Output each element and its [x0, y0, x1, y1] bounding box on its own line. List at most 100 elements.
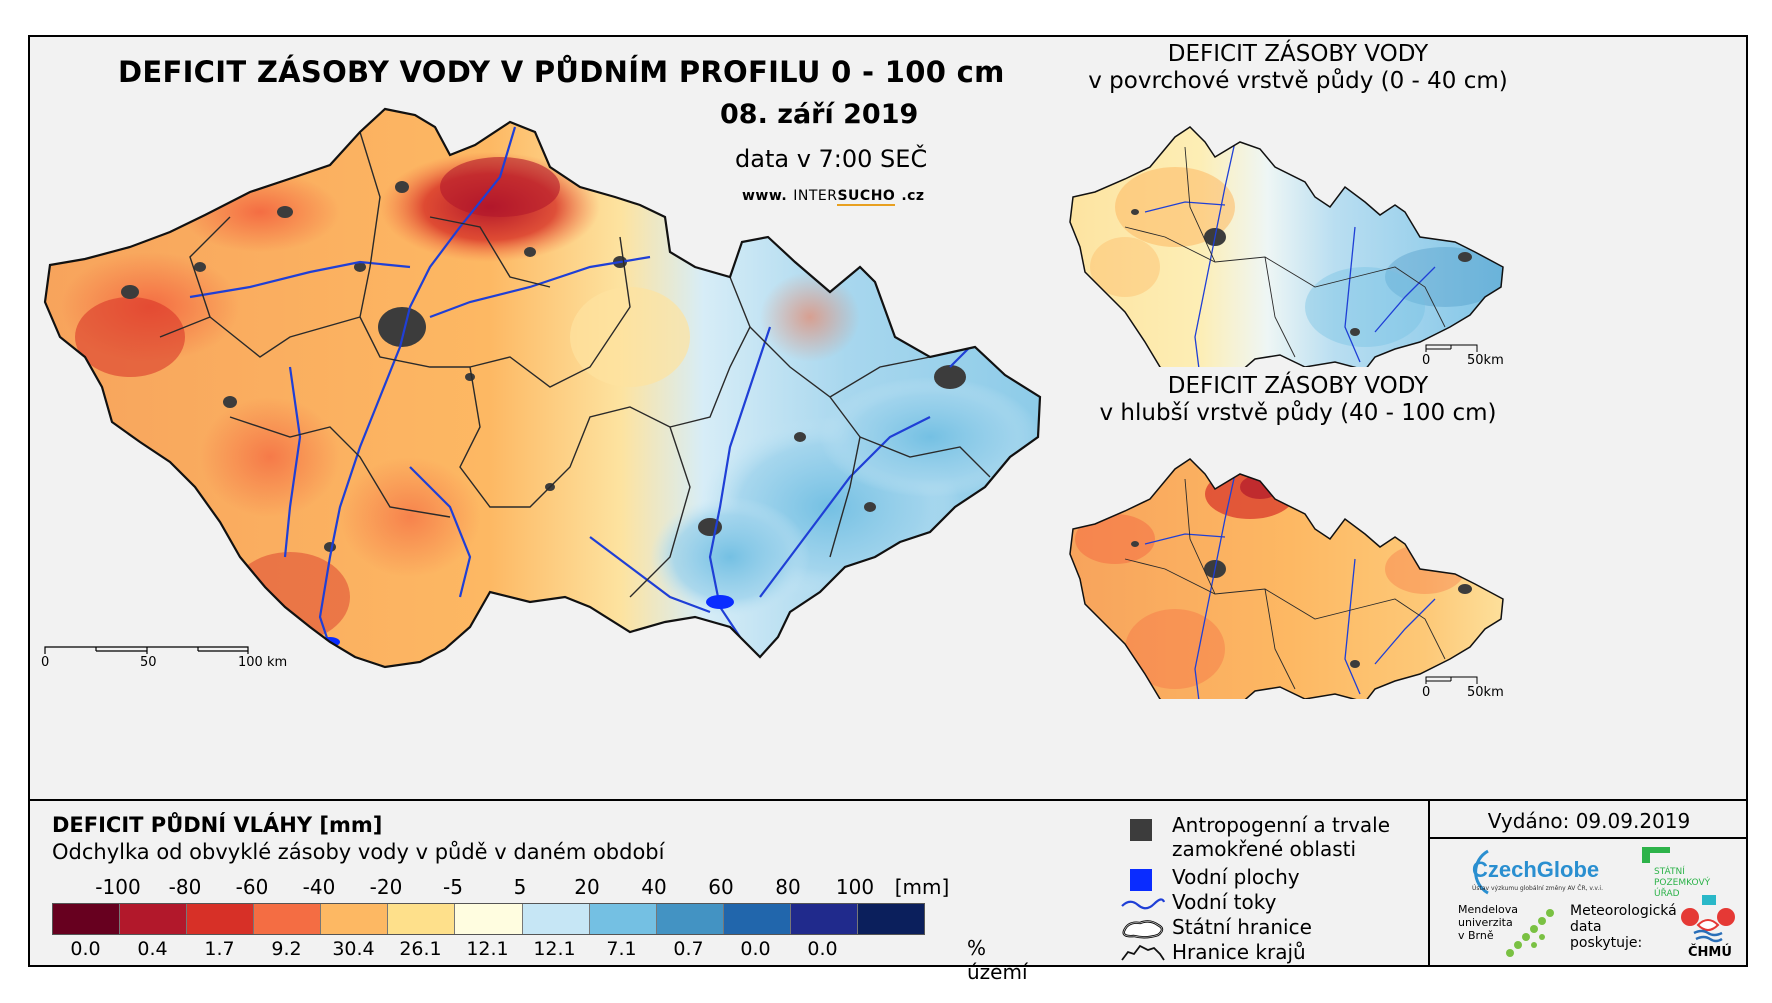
legend-title: DEFICIT PŮDNÍ VLÁHY [mm] — [52, 813, 383, 837]
spu-mark-icon — [1642, 847, 1670, 863]
web-cz: .cz — [901, 188, 925, 204]
legend-percentages: 0.0 0.4 1.7 9.2 30.4 26.1 12.1 12.1 7.1 … — [52, 936, 1027, 984]
mendelu-text-3: v Brně — [1458, 929, 1494, 942]
legend-swatch — [521, 904, 589, 934]
inset-bottom-scale-0: 0 — [1422, 685, 1431, 700]
urban-label-line2: zamokřené oblasti — [1172, 837, 1357, 861]
legend-pct: 0.7 — [673, 938, 704, 960]
water-swatch — [1130, 869, 1152, 891]
spu-text-2: POZEMKOVÝ — [1654, 878, 1711, 888]
legend-swatch — [722, 904, 790, 934]
footer-separator — [1428, 799, 1430, 967]
legend-tick: -60 — [235, 875, 269, 899]
legend-unit: [mm] — [894, 875, 950, 899]
chmu-logo: ČHMÚ — [1678, 895, 1738, 963]
issued-date: Vydáno: 09.09.2019 — [1487, 809, 1691, 833]
legend-tick: 80 — [775, 875, 801, 899]
legend-pct: 0.0 — [807, 938, 838, 960]
main-map-time: data v 7:00 SEČ — [735, 145, 928, 173]
inset-top-scale-0: 0 — [1422, 353, 1431, 368]
intersucho-link[interactable]: www. INTERSUCHO .cz — [742, 188, 925, 206]
spu-logo: STÁTNÍ POZEMKOVÝ ÚŘAD — [1640, 845, 1720, 901]
legend-swatch — [856, 904, 925, 934]
legend-tick: 20 — [574, 875, 600, 899]
chmu-name: ČHMÚ — [1688, 945, 1732, 960]
legend-swatch — [320, 904, 388, 934]
legend-pct: 12.1 — [533, 938, 576, 960]
mendelu-logo: Mendelova univerzita v Brně — [1458, 903, 1568, 963]
inset-top-scale-50: 50km — [1467, 353, 1504, 368]
main-scale-bar — [44, 646, 249, 654]
legend-swatch — [119, 904, 187, 934]
provider-line-2: data — [1570, 919, 1602, 935]
inset-bottom-title-line2: v hlubší vrstvě půdy (40 - 100 cm) — [1099, 400, 1497, 426]
legend-swatch — [387, 904, 455, 934]
main-scale-label-50: 50 — [140, 655, 157, 670]
urban-swatch — [1130, 819, 1152, 841]
legend-tick: 40 — [641, 875, 667, 899]
web-inter: INTER — [793, 188, 838, 204]
water-label: Vodní plochy — [1172, 865, 1300, 889]
legend-pct: 9.2 — [271, 938, 302, 960]
legend-swatch — [655, 904, 723, 934]
legend-pct-label: % území — [967, 936, 1028, 984]
chmu-mark-icon — [1681, 895, 1735, 943]
legend-pct: 1.7 — [204, 938, 235, 960]
legend-color-bar — [52, 903, 925, 935]
main-scale-label-0: 0 — [41, 655, 50, 670]
main-map-date: 08. září 2019 — [720, 99, 919, 130]
spu-text-1: STÁTNÍ — [1654, 867, 1685, 877]
inset-bottom-title-line1: DEFICIT ZÁSOBY VODY — [1167, 373, 1429, 399]
legend-swatch — [186, 904, 254, 934]
legend-tick: -20 — [369, 875, 403, 899]
inset-top-title-line1: DEFICIT ZÁSOBY VODY — [1167, 41, 1429, 67]
legend-pct: 7.1 — [606, 938, 637, 960]
legend-subtitle: Odchylka od obvyklé zásoby vody v půdě v… — [52, 840, 665, 864]
legend-tick: -40 — [302, 875, 336, 899]
issued-separator — [1428, 837, 1748, 839]
inset-bottom-map — [1069, 458, 1504, 699]
border-label: Státní hranice — [1172, 915, 1312, 939]
legend-separator — [30, 799, 1746, 801]
map-frame: DEFICIT ZÁSOBY VODY V PŮDNÍM PROFILU 0 -… — [28, 35, 1748, 984]
provider-line-3: poskytuje: — [1570, 935, 1643, 951]
web-prefix: www. — [742, 188, 788, 204]
legend-pct: 0.0 — [70, 938, 101, 960]
czechglobe-name: CzechGlobe — [1472, 857, 1600, 882]
provider-line-1: Meteorologická — [1570, 903, 1677, 919]
legend-swatch — [53, 904, 120, 934]
web-sucho: SUCHO — [837, 188, 896, 206]
inset-bottom-scale-50: 50km — [1467, 685, 1504, 700]
legend-pct: 0.4 — [137, 938, 168, 960]
river-line-icon — [1121, 898, 1166, 910]
czechglobe-arc-icon — [1474, 849, 1489, 895]
inset-bottom-title: DEFICIT ZÁSOBY VODY v hlubší vrstvě půdy… — [1088, 373, 1508, 427]
inset-top-title: DEFICIT ZÁSOBY VODY v povrchové vrstvě p… — [1088, 41, 1508, 95]
main-map — [43, 107, 1042, 669]
regions-label: Hranice krajů — [1172, 940, 1306, 964]
legend-ticks: -100 -80 -60 -40 -20 -5 5 20 40 60 80 10… — [30, 875, 970, 901]
main-map-title: DEFICIT ZÁSOBY VODY V PŮDNÍM PROFILU 0 -… — [118, 55, 1005, 89]
main-scale-label-100: 100 km — [238, 655, 288, 670]
legend-tick: -5 — [443, 875, 463, 899]
inset-top-title-line2: v povrchové vrstvě půdy (0 - 40 cm) — [1088, 68, 1508, 94]
inset-top-map — [1069, 126, 1504, 367]
legend-pct: 12.1 — [466, 938, 509, 960]
legend-tick: 60 — [708, 875, 734, 899]
mendelu-text-1: Mendelova — [1458, 903, 1519, 916]
rivers-label: Vodní toky — [1172, 890, 1277, 914]
legend-pct: 0.0 — [740, 938, 771, 960]
mendelu-dots-icon — [1506, 909, 1554, 957]
mendelu-text-2: univerzita — [1458, 916, 1513, 929]
region-border-icon — [1121, 944, 1165, 961]
legend-pct: 30.4 — [332, 938, 375, 960]
legend-tick: 100 — [835, 875, 875, 899]
urban-label-line1: Antropogenní a trvale — [1172, 813, 1391, 837]
legend-swatch — [253, 904, 321, 934]
legend-swatch — [789, 904, 857, 934]
czechglobe-sub: Ústav výzkumu globální změny AV ČR, v.v.… — [1472, 885, 1603, 892]
czechglobe-logo: CzechGlobe Ústav výzkumu globální změny … — [1458, 847, 1618, 899]
legend-tick: -100 — [95, 875, 141, 899]
state-border-icon — [1122, 920, 1164, 939]
legend-swatch — [588, 904, 656, 934]
